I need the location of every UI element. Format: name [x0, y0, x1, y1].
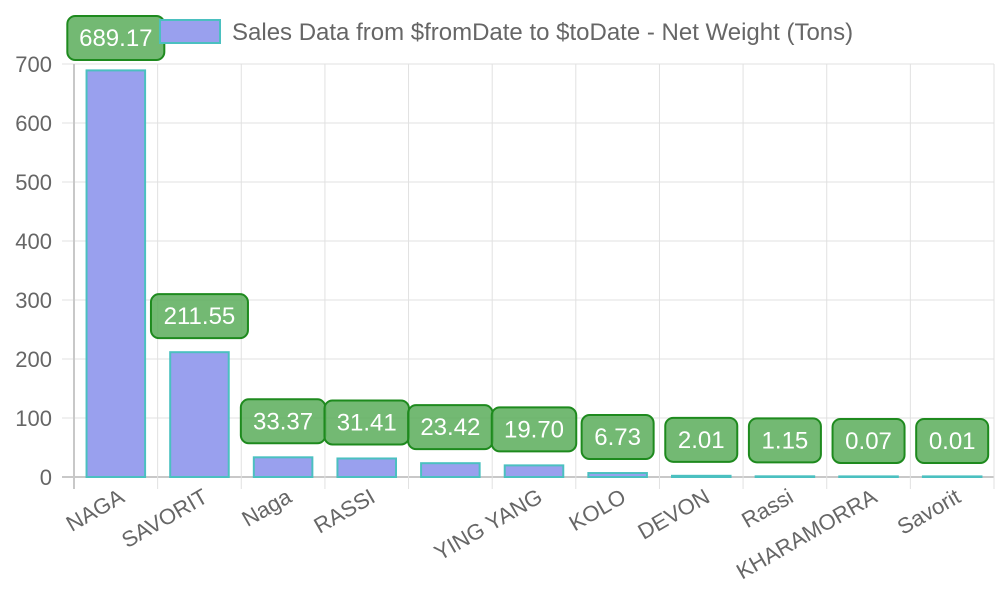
- data-label: 6.73: [580, 414, 655, 461]
- data-label-layer: 689.17 211.55 33.37 31.41 23.42 19.70 6.73 2.01…: [66, 15, 990, 464]
- data-label-text: 211.55: [164, 303, 236, 330]
- x-tick-label: Naga: [238, 483, 297, 531]
- x-tick-label: NAGA: [62, 484, 129, 537]
- legend-series-name[interactable]: Sales Data from $fromDate to $toDate - N…: [232, 19, 853, 46]
- x-tick-label: SAVORIT: [117, 484, 212, 553]
- x-tick-label: RASSI: [310, 484, 380, 539]
- bar[interactable]: [169, 351, 230, 478]
- bar[interactable]: [336, 457, 398, 479]
- legend[interactable]: Sales Data from $fromDate to $toDate - N…: [159, 19, 853, 46]
- y-tick-label: 100: [15, 406, 52, 431]
- y-tick-label: 600: [15, 111, 52, 136]
- data-label-text: 0.01: [929, 428, 976, 455]
- data-label-box: [580, 414, 655, 461]
- y-tick-label: 500: [15, 170, 52, 195]
- x-tick-label: YING YANG: [430, 484, 547, 566]
- x-tick-label: Savorit: [893, 484, 965, 540]
- data-label: 0.07: [831, 417, 906, 464]
- bar[interactable]: [85, 69, 147, 478]
- data-label-box: [490, 406, 578, 453]
- y-tick-label: 400: [15, 229, 52, 254]
- data-label: 211.55: [149, 293, 249, 340]
- data-label-box: [747, 417, 822, 464]
- bar[interactable]: [921, 475, 983, 478]
- data-label: 23.42: [407, 404, 494, 451]
- y-tick-label: 300: [15, 288, 52, 313]
- bar[interactable]: [587, 472, 648, 478]
- data-label-text: 19.70: [504, 416, 564, 443]
- data-label: 689.17: [66, 15, 166, 61]
- data-label-box: [664, 416, 739, 463]
- legend-swatch[interactable]: [159, 19, 221, 44]
- data-label-text: 31.41: [337, 409, 397, 436]
- data-label-text: 0.07: [845, 428, 892, 455]
- x-tick-label: Rassi: [737, 484, 797, 533]
- bar[interactable]: [503, 464, 565, 479]
- data-label-text: 1.15: [762, 427, 809, 454]
- data-label-box: [149, 293, 249, 340]
- data-label-text: 23.42: [420, 414, 480, 441]
- data-label: 19.70: [490, 406, 578, 453]
- bar[interactable]: [671, 474, 732, 478]
- bar[interactable]: [420, 462, 481, 478]
- x-tick-label: DEVON: [634, 484, 714, 545]
- data-label-text: 6.73: [594, 424, 641, 451]
- x-tick-label: KHARAMORRA: [732, 484, 881, 585]
- bar-layer: [85, 69, 983, 479]
- data-label: 0.01: [915, 417, 990, 464]
- y-tick-label: 0: [40, 465, 52, 490]
- y-tick-label: 200: [15, 347, 52, 372]
- data-label-box: [831, 417, 906, 464]
- bar[interactable]: [838, 475, 899, 478]
- x-tick-label: KOLO: [565, 484, 630, 536]
- data-label-text: 689.17: [79, 25, 152, 52]
- data-label: 33.37: [239, 398, 327, 445]
- data-label: 1.15: [747, 417, 822, 464]
- data-label-box: [915, 417, 990, 464]
- data-label-text: 2.01: [678, 427, 725, 454]
- data-label-text: 33.37: [253, 408, 313, 435]
- bar[interactable]: [252, 456, 314, 479]
- y-tick-label: 700: [15, 52, 52, 77]
- data-label: 31.41: [323, 399, 410, 446]
- bar[interactable]: [754, 475, 816, 479]
- data-label: 2.01: [664, 416, 739, 463]
